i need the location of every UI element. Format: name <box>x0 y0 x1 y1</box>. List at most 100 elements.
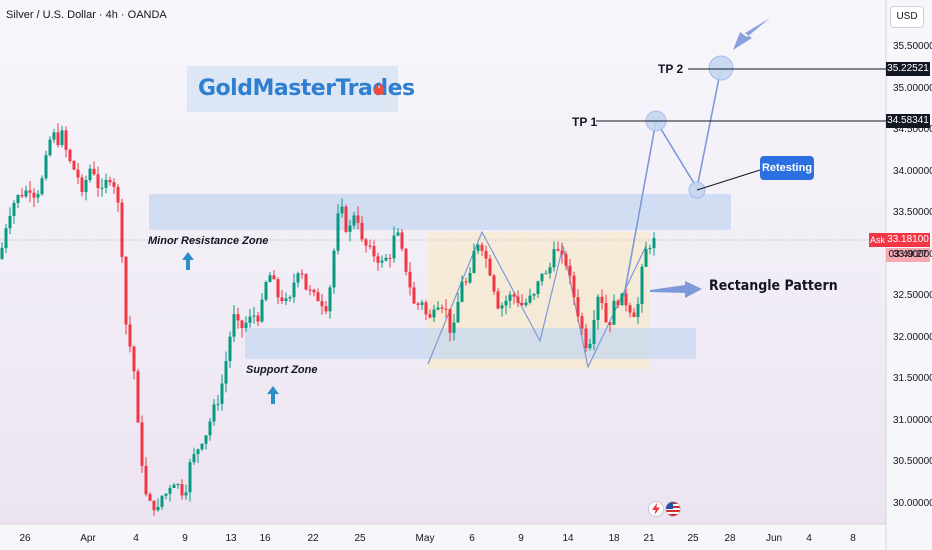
candle-down <box>128 324 132 347</box>
candle-up <box>88 168 92 180</box>
candle-up <box>652 238 656 249</box>
candle-up <box>460 281 464 302</box>
price-tick-label: 34.00000 <box>893 165 932 177</box>
candle-up <box>244 322 248 329</box>
candle-down <box>368 245 372 247</box>
candle-down <box>568 265 572 276</box>
candle-up <box>468 273 472 283</box>
candle-up <box>392 235 396 259</box>
tp2-price-tag: 35.22521 <box>886 62 930 76</box>
brand-name: GoldMasterTrades <box>198 76 415 101</box>
tp2-target-circle <box>708 55 734 81</box>
time-tick-label: 9 <box>182 533 188 544</box>
candle-up <box>160 495 164 507</box>
candle-down <box>108 179 112 183</box>
candle-down <box>400 232 404 249</box>
candle-up <box>8 215 12 229</box>
candle-down <box>512 294 516 297</box>
candle-up <box>396 232 400 236</box>
candle-up <box>264 282 268 300</box>
candle-down <box>516 296 520 303</box>
candle-up <box>44 155 48 179</box>
candle-up <box>328 287 332 312</box>
candle-up <box>48 139 52 156</box>
candle-down <box>280 297 284 302</box>
time-tick-label: 13 <box>225 533 237 544</box>
candle-up <box>60 130 64 146</box>
candle-up <box>84 179 88 193</box>
candle-down <box>624 293 628 306</box>
candle-up <box>436 307 440 310</box>
candle-down <box>484 250 488 259</box>
candle-down <box>424 302 428 315</box>
candle-up <box>524 302 528 305</box>
candle-down <box>376 256 380 263</box>
time-tick-label: 18 <box>608 533 620 544</box>
candle-down <box>56 132 60 146</box>
resistance-up-arrow-icon <box>182 252 194 270</box>
candle-up <box>40 178 44 195</box>
candle-down <box>116 186 120 203</box>
candle-down <box>72 160 76 170</box>
time-tick-label: 25 <box>354 533 366 544</box>
symbol-title[interactable]: Silver / U.S. Dollar · 4h · OANDA <box>6 9 167 21</box>
candle-down <box>124 256 128 325</box>
candle-down <box>556 249 560 251</box>
candle-down <box>496 291 500 309</box>
candle-down <box>148 494 152 501</box>
candle-up <box>592 319 596 344</box>
candle-up <box>536 281 540 294</box>
candle-down <box>464 281 468 283</box>
candle-down <box>316 292 320 302</box>
time-tick-label: 28 <box>724 533 736 544</box>
candle-up <box>224 361 228 384</box>
candle-up <box>172 484 176 488</box>
us-flag-icon[interactable] <box>665 501 681 517</box>
time-tick-label: May <box>415 533 435 544</box>
candle-up <box>544 273 548 275</box>
candle-down <box>440 307 444 309</box>
candle-up <box>24 190 28 197</box>
candle-down <box>560 250 564 255</box>
candle-up <box>100 187 104 189</box>
candle-up <box>540 273 544 282</box>
candle-up <box>640 266 644 304</box>
candles-group <box>0 123 656 516</box>
candle-up <box>472 250 476 274</box>
candle-down <box>364 239 368 246</box>
time-tick-label: 4 <box>133 533 139 544</box>
candle-down <box>304 273 308 290</box>
candle-up <box>636 303 640 317</box>
fire-icon <box>373 81 385 95</box>
candle-up <box>184 492 188 496</box>
candle-up <box>336 213 340 251</box>
candle-down <box>520 302 524 305</box>
candle-up <box>228 336 232 362</box>
retesting-label: Retesting <box>760 156 814 180</box>
candle-up <box>532 293 536 296</box>
candle-down <box>272 275 276 280</box>
support-zone <box>245 328 696 359</box>
candle-down <box>408 271 412 288</box>
price-tick-label: 35.00000 <box>893 82 932 94</box>
candle-down <box>256 315 260 322</box>
candle-up <box>12 202 16 216</box>
candle-up <box>156 506 160 511</box>
candle-up <box>260 299 264 322</box>
currency-selector[interactable]: USD <box>890 6 924 28</box>
lightning-icon[interactable] <box>648 501 664 517</box>
candle-up <box>4 228 8 248</box>
price-tick-label: 30.50000 <box>893 456 932 468</box>
candle-down <box>240 320 244 329</box>
candle-up <box>348 225 352 232</box>
candle-up <box>352 215 356 226</box>
candle-up <box>420 302 424 305</box>
candle-up <box>432 309 436 318</box>
candle-up <box>212 404 216 422</box>
time-tick-label: 4 <box>806 533 812 544</box>
candle-down <box>312 289 316 293</box>
time-tick-label: Jun <box>765 533 783 544</box>
candle-down <box>572 275 576 298</box>
